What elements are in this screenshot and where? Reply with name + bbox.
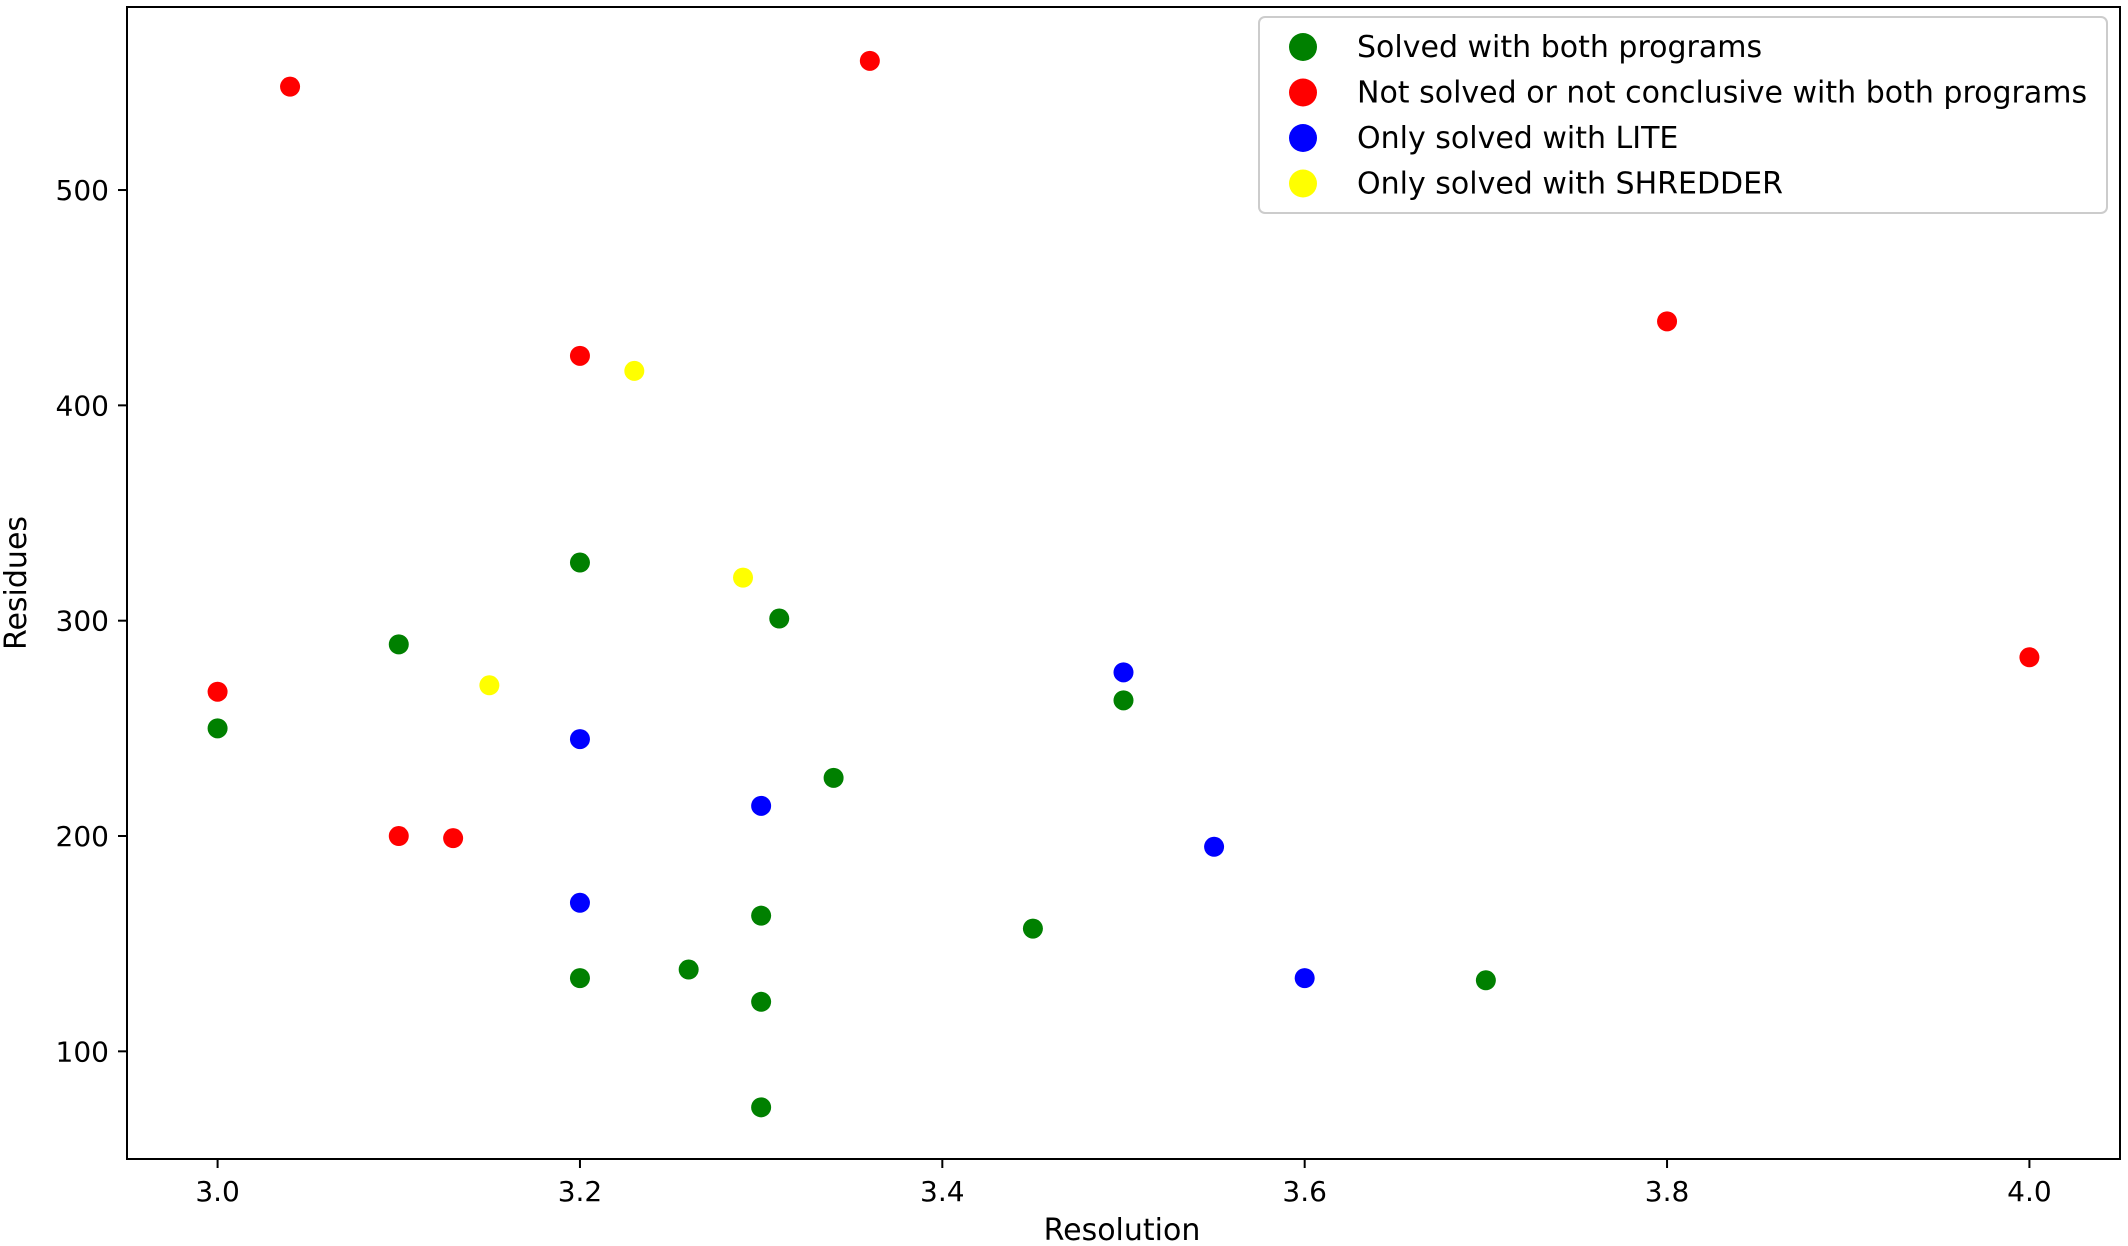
- data-point: [569, 892, 590, 913]
- data-point: [769, 608, 790, 629]
- data-point: [1113, 690, 1134, 711]
- legend-label: Solved with both programs: [1357, 30, 1762, 65]
- data-point: [859, 50, 880, 71]
- data-point: [733, 567, 754, 588]
- y-axis-title: Residues: [0, 516, 34, 650]
- x-axis-ticks: 3.0 3.2 3.4 3.6 3.8 4.0: [195, 1159, 2052, 1208]
- legend-marker: [1289, 124, 1317, 152]
- data-point: [1294, 968, 1315, 989]
- data-point: [678, 959, 699, 980]
- plot-area-frame: [126, 6, 2121, 1160]
- data-point: [1475, 970, 1496, 991]
- data-point: [569, 552, 590, 573]
- legend-marker: [1289, 78, 1317, 107]
- legend-marker: [1289, 169, 1317, 198]
- legend: Solved with both programs Not solved or n…: [1258, 16, 2108, 214]
- data-point: [751, 795, 772, 816]
- data-point: [2019, 647, 2040, 668]
- data-point: [443, 828, 464, 849]
- data-point: [280, 76, 301, 97]
- data-point: [1022, 918, 1043, 939]
- legend-label: Only solved with SHREDDER: [1357, 167, 1783, 202]
- data-point: [207, 718, 228, 739]
- y-tick-label: 300: [56, 605, 109, 638]
- data-point: [751, 905, 772, 926]
- x-axis-title: Resolution: [1044, 1213, 1201, 1246]
- data-point: [624, 360, 645, 381]
- y-tick-label: 400: [56, 389, 109, 422]
- data-point: [1113, 662, 1134, 683]
- x-tick-label: 3.4: [920, 1175, 965, 1208]
- x-tick-label: 3.2: [558, 1175, 603, 1208]
- x-tick-label: 3.0: [195, 1175, 240, 1208]
- legend-marker: [1289, 33, 1317, 61]
- x-tick-label: 3.8: [1645, 1175, 1690, 1208]
- data-point: [751, 991, 772, 1012]
- data-point: [1204, 836, 1225, 857]
- data-point: [479, 675, 500, 696]
- x-tick-label: 3.6: [1282, 1175, 1327, 1208]
- legend-box: [1258, 16, 2108, 214]
- data-point: [751, 1097, 772, 1118]
- data-point: [569, 968, 590, 989]
- y-axis-ticks: 100 200 300 400 500: [56, 174, 127, 1068]
- y-tick-label: 100: [56, 1035, 109, 1068]
- data-points: [207, 50, 2040, 1118]
- data-point: [388, 826, 409, 847]
- data-point: [207, 681, 228, 702]
- legend-label: Only solved with LITE: [1357, 121, 1678, 156]
- y-tick-label: 500: [56, 174, 109, 207]
- data-point: [823, 767, 844, 788]
- data-point: [569, 345, 590, 366]
- x-tick-label: 4.0: [2007, 1175, 2052, 1208]
- data-point: [569, 729, 590, 750]
- data-point: [1657, 311, 1678, 332]
- y-tick-label: 200: [56, 820, 109, 853]
- data-point: [388, 634, 409, 655]
- legend-label: Not solved or not conclusive with both p…: [1357, 76, 2087, 111]
